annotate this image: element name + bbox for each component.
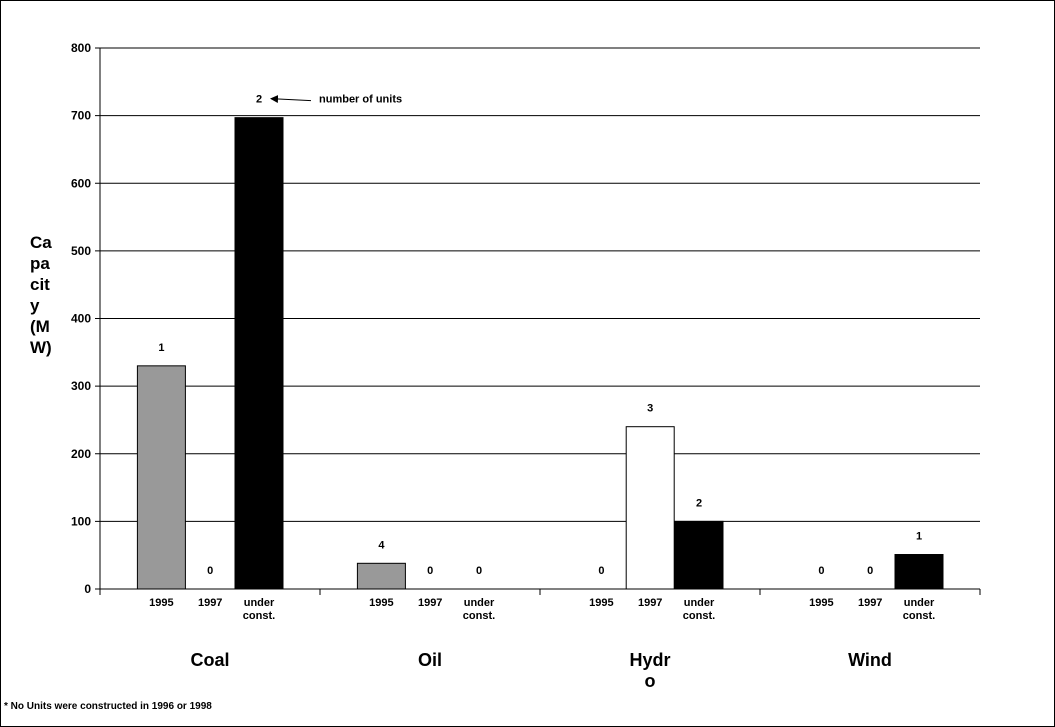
annotation-arrow — [270, 95, 312, 103]
y-axis-label: pa — [30, 254, 50, 273]
x-tick-label: 1995 — [589, 597, 613, 609]
y-axis-label: y — [30, 296, 40, 315]
data-label: 0 — [207, 565, 213, 577]
y-tick-label: 600 — [71, 176, 91, 190]
bar — [625, 426, 675, 590]
bar — [136, 365, 186, 590]
x-tick-label: under — [904, 597, 935, 609]
category-label: Oil — [418, 650, 442, 670]
x-tick-label: 1997 — [638, 597, 662, 609]
x-tick-label: const. — [463, 610, 495, 622]
x-tick-label: 1995 — [369, 597, 393, 609]
data-label: 0 — [867, 565, 873, 577]
data-label: 3 — [647, 403, 653, 415]
gridlines — [100, 47, 980, 522]
y-tick-label: 700 — [71, 109, 91, 123]
x-tick-label: under — [244, 597, 275, 609]
category-label: Wind — [848, 650, 892, 670]
y-axis-label: Ca — [30, 233, 52, 252]
data-label: 2 — [256, 94, 262, 106]
y-tick-label: 200 — [71, 447, 91, 461]
data-label: 0 — [476, 565, 482, 577]
x-tick-label: 1997 — [418, 597, 442, 609]
x-tick-label: under — [464, 597, 495, 609]
y-tick-label: 100 — [71, 514, 91, 528]
data-label: 0 — [818, 565, 824, 577]
bar — [894, 554, 944, 590]
data-label: 2 — [696, 497, 702, 509]
y-tick-label: 300 — [71, 379, 91, 393]
x-tick-label: const. — [243, 610, 275, 622]
data-label: 0 — [427, 565, 433, 577]
category-label: Hydr — [629, 650, 670, 670]
category-label: Coal — [190, 650, 229, 670]
x-tick-label: const. — [903, 610, 935, 622]
y-axis-label: W) — [30, 338, 52, 357]
y-tick-label: 0 — [84, 582, 91, 596]
x-tick-label: 1997 — [858, 597, 882, 609]
data-label: 1 — [916, 531, 922, 543]
bar — [674, 520, 724, 590]
y-tick-label: 800 — [71, 41, 91, 55]
annotation-label: number of units — [319, 94, 402, 106]
x-tick-label: 1995 — [149, 597, 173, 609]
bars — [136, 117, 944, 590]
y-axis-label: (M — [30, 317, 50, 336]
bar — [234, 117, 284, 590]
bar — [356, 562, 406, 590]
x-tick-label: 1997 — [198, 597, 222, 609]
y-axis-label: cit — [30, 275, 50, 294]
y-tick-label: 400 — [71, 312, 91, 326]
x-tick-label: const. — [683, 610, 715, 622]
category-label: o — [645, 671, 656, 691]
axes — [95, 47, 981, 595]
data-label: 4 — [378, 539, 385, 551]
footnote: * No Units were constructed in 1996 or 1… — [4, 701, 212, 712]
x-tick-label: under — [684, 597, 715, 609]
y-tick-label: 500 — [71, 244, 91, 258]
data-label: 1 — [158, 342, 164, 354]
x-tick-label: 1995 — [809, 597, 833, 609]
data-label: 0 — [598, 565, 604, 577]
